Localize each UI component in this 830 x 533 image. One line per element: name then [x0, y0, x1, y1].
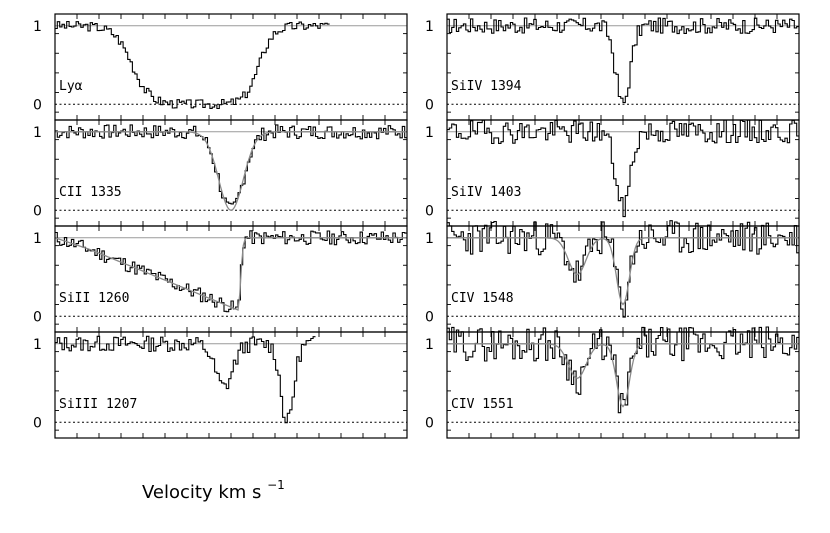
panel-label: Lyα — [59, 79, 83, 94]
y-tick-label: 0 — [33, 415, 42, 431]
spectrum-panel: 1 0 CII 1335 — [33, 119, 408, 227]
flux-spectrum — [447, 17, 799, 104]
flux-spectrum — [55, 124, 407, 205]
panel-label: SiIV 1403 — [451, 185, 521, 200]
spectrum-panel: 1 0 Lyα — [33, 13, 408, 121]
panel-label: SiII 1260 — [59, 291, 129, 306]
flux-spectrum — [55, 20, 330, 110]
spectrum-panel: 1 0 SiIV 1394 — [425, 13, 800, 121]
y-tick-label: 1 — [33, 19, 42, 35]
y-tick-label: 0 — [425, 97, 434, 113]
y-tick-label: 0 — [425, 309, 434, 325]
spectrum-panel: 1 0 CIV 1551 — [425, 326, 800, 439]
model-fit-curve — [54, 237, 407, 311]
y-tick-label: 0 — [33, 203, 42, 219]
y-tick-label: 0 — [33, 309, 42, 325]
model-fit-curve — [55, 131, 407, 212]
flux-spectrum — [447, 119, 799, 218]
model-fit-curve — [447, 343, 799, 408]
spectrum-panel: 1 0 SiIV 1403 — [425, 119, 800, 227]
panel-label: CII 1335 — [59, 185, 122, 200]
x-axis-label: Velocity km s −1 — [142, 478, 285, 503]
spectrum-panel: 1 0 SiIII 1207 — [33, 331, 408, 439]
panel-label: SiIII 1207 — [59, 397, 137, 412]
y-tick-label: 1 — [33, 231, 42, 247]
model-fit-curve — [447, 237, 799, 306]
panel-label: CIV 1548 — [451, 291, 514, 306]
panel-frame — [54, 331, 408, 439]
y-tick-label: 0 — [425, 203, 434, 219]
y-tick-label: 1 — [33, 337, 42, 353]
y-tick-label: 1 — [425, 337, 434, 353]
flux-spectrum — [55, 335, 316, 424]
x-axis-label-superscript: −1 — [267, 478, 285, 492]
y-tick-label: 0 — [33, 97, 42, 113]
flux-spectrum — [447, 220, 799, 318]
y-tick-label: 0 — [425, 415, 434, 431]
panel-label: CIV 1551 — [451, 397, 514, 412]
spectrum-panel: 1 0 CIV 1548 — [425, 220, 800, 333]
panel-label: SiIV 1394 — [451, 79, 522, 94]
x-axis-label-text: Velocity km s — [142, 482, 261, 503]
spectrum-panel: 1 0 SiII 1260 — [33, 225, 408, 333]
panel-grid: 1 0 Lyα 1 0 CII 1335 1 0 SiII 1260 1 0 SiIII 1207 1 0… — [33, 13, 800, 439]
y-tick-label: 1 — [33, 125, 42, 141]
y-tick-label: 1 — [425, 125, 434, 141]
y-tick-label: 1 — [425, 19, 434, 35]
flux-spectrum — [447, 326, 799, 414]
y-tick-label: 1 — [425, 231, 434, 247]
flux-spectrum — [55, 230, 407, 313]
panel-frame — [446, 331, 800, 439]
